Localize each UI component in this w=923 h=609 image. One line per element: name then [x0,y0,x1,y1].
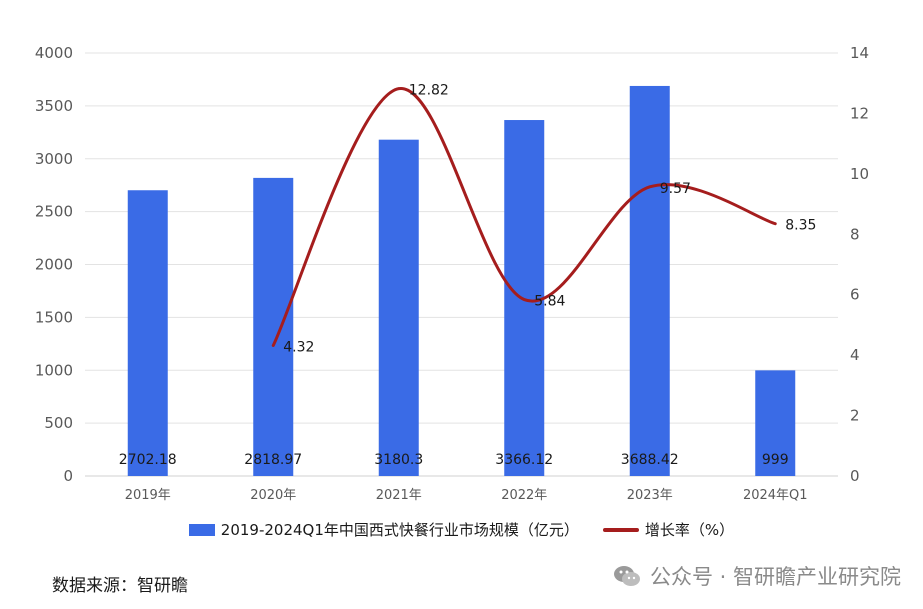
bar-data-label: 2702.18 [119,452,177,468]
legend-line-swatch [602,527,639,532]
bar [127,190,168,477]
legend-bar-label: 2019-2024Q1年中国西式快餐行业市场规模（亿元） [220,521,579,539]
line-data-label: 9.57 [660,181,691,197]
y-left-tick-label: 3000 [35,150,73,168]
line-data-label: 8.35 [785,218,816,234]
bar-data-label: 999 [762,452,789,468]
y-right-tick-label: 12 [850,104,869,122]
bar-data-label: 3688.42 [621,452,679,468]
y-right-tick-label: 14 [850,44,869,62]
bar [755,370,796,476]
line-data-label: 4.32 [283,339,314,355]
line-data-label: 12.82 [409,83,449,99]
y-left-tick-label: 2500 [35,203,73,221]
y-left-tick-label: 4000 [35,44,73,62]
legend-item-growth-rate: 增长率（%） [602,519,735,540]
y-left-tick-label: 1000 [35,361,73,379]
y-right-tick-label: 4 [850,346,860,364]
x-tick-label: 2020年 [250,488,296,503]
wechat-logo-icon [613,566,640,586]
legend-item-market-size: 2019-2024Q1年中国西式快餐行业市场规模（亿元） [188,519,579,540]
bar-data-label: 3366.12 [495,452,553,468]
bar-data-label: 2818.97 [244,452,302,468]
y-right-tick-label: 6 [850,286,860,304]
y-right-tick-label: 2 [850,407,860,425]
y-left-tick-label: 3500 [35,97,73,115]
chart-legend: 2019-2024Q1年中国西式快餐行业市场规模（亿元） 增长率（%） [0,519,923,540]
bar [253,177,294,476]
y-right-tick-label: 0 [850,467,860,485]
chart-canvas: 0 500 1000 1500 2000 2500 3000 3500 4000 0 2 4 6 8 10 1… [35,44,869,503]
bar [378,139,419,476]
y-left-tick-label: 1500 [35,308,73,326]
y-left-tick-label: 0 [63,467,73,485]
legend-line-label: 增长率（%） [644,521,735,539]
x-tick-label: 2022年 [501,488,547,503]
y-left-tick-label: 2000 [35,256,73,274]
data-source-note: 数据来源：智研瞻 [52,576,188,596]
growth-rate-line [271,87,777,347]
y-right-tick-label: 8 [850,225,860,243]
x-tick-label: 2021年 [376,488,422,503]
line-data-label: 5.84 [534,294,565,310]
watermark: 公众号 · 智研瞻产业研究院 [612,561,901,591]
x-tick-label: 2023年 [627,488,673,503]
x-tick-label: 2019年 [125,488,171,503]
watermark-text: 公众号 · 智研瞻产业研究院 [649,565,901,589]
bar-data-label: 3180.3 [374,452,423,468]
legend-bar-swatch [188,523,215,536]
y-left-tick-label: 500 [44,414,73,432]
x-tick-label: 2024年Q1 [743,488,808,503]
y-right-tick-label: 10 [850,165,869,183]
bar [629,85,670,476]
